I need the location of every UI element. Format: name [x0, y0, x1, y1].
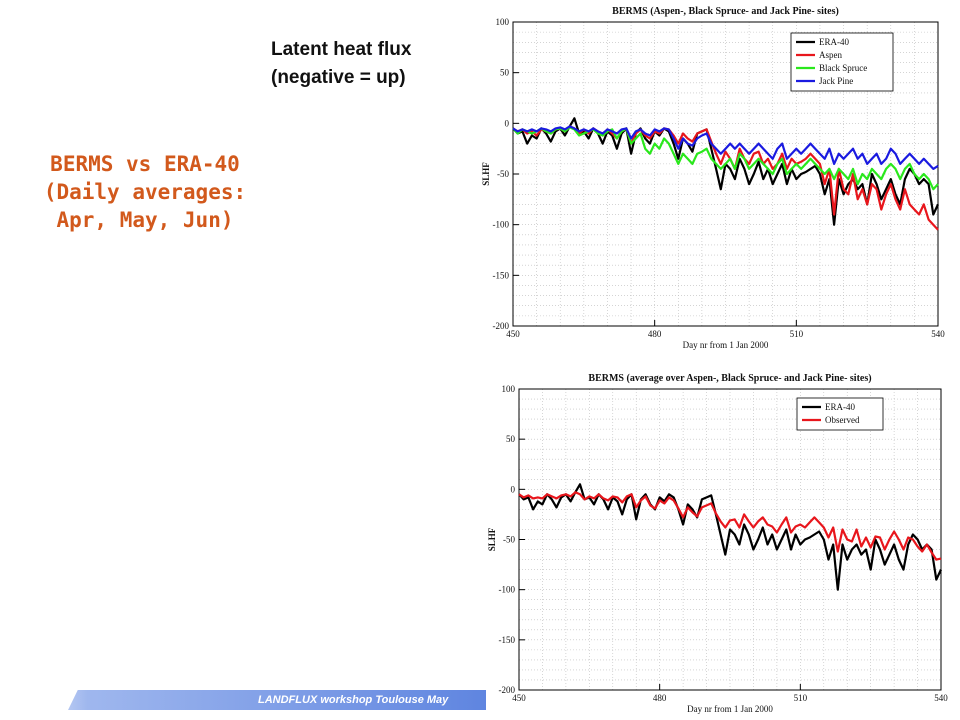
chart-average: BERMS (average over Aspen-, Black Spruce… [487, 373, 948, 714]
slide-title-line-1: BERMS vs ERA-40 [50, 152, 240, 176]
x-axis-label: Day nr from 1 Jan 2000 [687, 704, 773, 714]
slide-title: BERMS vs ERA-40 (Daily averages: Apr, Ma… [0, 150, 290, 234]
latent-heat-note: Latent heat flux (negative = up) [271, 36, 471, 92]
y-tick-label: -150 [493, 270, 510, 280]
chart-panel-average: BERMS (average over Aspen-, Black Spruce… [470, 360, 960, 720]
legend-label: Jack Pine [819, 76, 853, 86]
series-line-jack-pine [512, 125, 939, 170]
y-tick-label: -150 [499, 635, 516, 645]
x-tick-label: 540 [931, 329, 945, 339]
y-tick-label: 50 [500, 68, 510, 78]
series-line-black-spruce [512, 126, 939, 191]
legend-label: Aspen [819, 50, 842, 60]
chart-title: BERMS (Aspen-, Black Spruce- and Jack Pi… [612, 6, 839, 17]
series-line-observed [518, 491, 942, 561]
legend-label: ERA-40 [825, 402, 855, 412]
y-axis-label: SLHF [487, 527, 497, 551]
legend-box [796, 397, 884, 431]
footer-bar [68, 690, 486, 710]
legend-label: ERA-40 [819, 37, 849, 47]
x-tick-label: 450 [512, 693, 526, 703]
note-line-2: (negative = up) [271, 67, 406, 88]
y-tick-label: -200 [493, 321, 510, 331]
legend-label: Observed [825, 415, 860, 425]
x-tick-label: 510 [794, 693, 808, 703]
slide-title-line-2: (Daily averages: [43, 180, 247, 204]
note-line-1: Latent heat flux [271, 39, 412, 60]
slide-title-line-3: Apr, May, Jun) [56, 208, 234, 232]
y-tick-label: -100 [499, 585, 516, 595]
x-tick-label: 510 [790, 329, 804, 339]
y-tick-label: -100 [493, 220, 510, 230]
y-tick-label: -200 [499, 685, 516, 695]
chart-sites: BERMS (Aspen-, Black Spruce- and Jack Pi… [481, 6, 945, 350]
y-tick-label: 0 [511, 484, 516, 494]
y-tick-label: 0 [505, 118, 510, 128]
y-tick-label: -50 [497, 169, 509, 179]
y-axis-label: SLHF [481, 162, 491, 186]
x-tick-label: 540 [934, 693, 948, 703]
y-tick-label: 100 [502, 384, 516, 394]
y-tick-label: 100 [496, 17, 510, 27]
chart-panel-sites: BERMS (Aspen-, Black Spruce- and Jack Pi… [455, 0, 960, 352]
x-axis-label: Day nr from 1 Jan 2000 [683, 340, 769, 350]
y-tick-label: 50 [506, 434, 516, 444]
y-tick-label: -50 [503, 535, 515, 545]
x-tick-label: 480 [648, 329, 662, 339]
x-tick-label: 450 [506, 329, 520, 339]
legend-label: Black Spruce [819, 63, 867, 73]
footer-text: LANDFLUX workshop Toulouse May [258, 694, 449, 706]
chart-title: BERMS (average over Aspen-, Black Spruce… [588, 373, 871, 384]
x-tick-label: 480 [653, 693, 667, 703]
